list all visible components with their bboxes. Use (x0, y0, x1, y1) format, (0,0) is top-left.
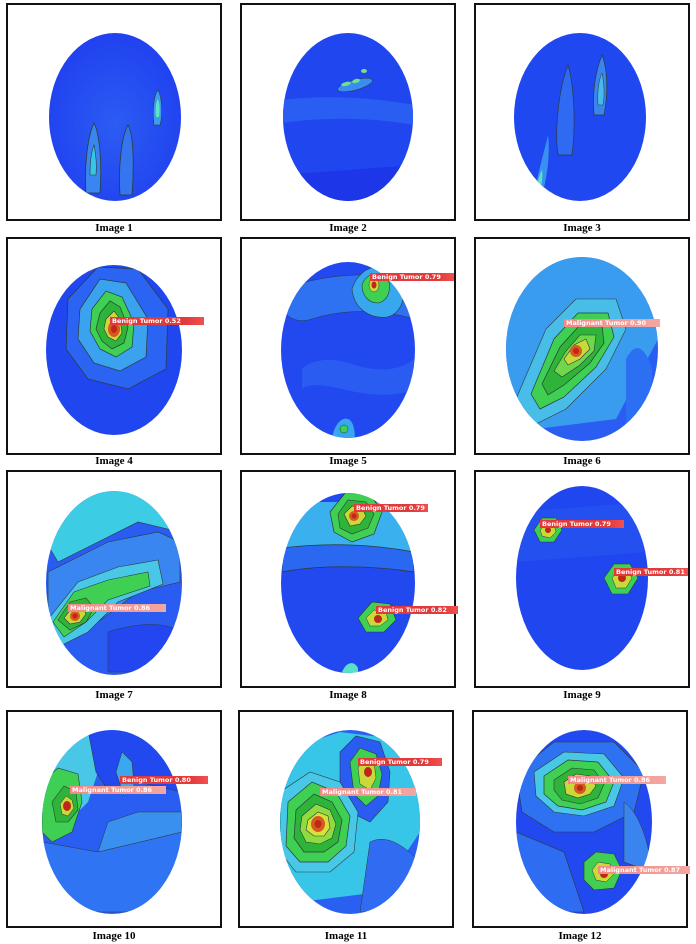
thermal-panel-8: Benign Tumor 0.79 Benign Tumor 0.82 (240, 470, 458, 688)
thermal-map-7 (46, 491, 182, 675)
caption-2: Image 2 (329, 222, 367, 234)
thermal-panel-3 (474, 3, 690, 221)
thermal-map-3 (514, 33, 646, 201)
thermal-map-9 (516, 486, 648, 670)
thermal-panel-10: Benign Tumor 0.80 Malignant Tumor 0.86 (6, 710, 222, 928)
thermal-map-11 (280, 730, 420, 914)
detection-label: Benign Tumor 0.82 (376, 606, 458, 614)
thermal-panel-12: Malignant Tumor 0.86 Malignant Tumor 0.8… (472, 710, 690, 928)
detection-label: Benign Tumor 0.81 (614, 568, 688, 576)
caption-10: Image 10 (92, 930, 136, 942)
detection-label: Benign Tumor 0.79 (540, 520, 624, 528)
caption-4: Image 4 (95, 455, 133, 467)
detection-label: Benign Tumor 0.79 (354, 504, 428, 512)
thermal-panel-4: Benign Tumor 0.52 (6, 237, 222, 455)
detection-label: Benign Tumor 0.79 (358, 758, 442, 766)
caption-8: Image 8 (329, 689, 367, 701)
detection-label: Malignant Tumor 0.86 (68, 604, 166, 612)
detection-label: Malignant Tumor 0.87 (598, 866, 690, 874)
caption-5: Image 5 (329, 455, 367, 467)
thermal-map-2 (283, 33, 413, 201)
detection-label: Benign Tumor 0.79 (370, 273, 454, 281)
caption-6: Image 6 (563, 455, 601, 467)
caption-1: Image 1 (95, 222, 133, 234)
thermal-panel-11: Benign Tumor 0.79 Malignant Tumor 0.81 (238, 710, 454, 928)
thermal-panel-5: Benign Tumor 0.79 (240, 237, 456, 455)
thermal-map-1 (49, 33, 181, 201)
detection-label: Malignant Tumor 0.86 (70, 786, 166, 794)
thermal-panel-6: Malignant Tumor 0.90 (474, 237, 690, 455)
thermal-panel-2 (240, 3, 456, 221)
caption-11: Image 11 (324, 930, 368, 942)
detection-label: Benign Tumor 0.52 (110, 317, 204, 325)
thermal-panel-1 (6, 3, 222, 221)
detection-label: Malignant Tumor 0.81 (320, 788, 416, 796)
caption-12: Image 12 (558, 930, 602, 942)
caption-3: Image 3 (563, 222, 601, 234)
thermal-panel-9: Benign Tumor 0.79 Benign Tumor 0.81 (474, 470, 690, 688)
caption-7: Image 7 (95, 689, 133, 701)
thermal-map-5 (281, 262, 415, 438)
thermal-map-4 (46, 265, 182, 435)
caption-9: Image 9 (563, 689, 601, 701)
detection-label: Malignant Tumor 0.86 (568, 776, 666, 784)
thermal-map-10 (42, 730, 182, 914)
thermal-map-12 (516, 730, 652, 914)
thermal-map-6 (506, 257, 658, 441)
detection-label: Benign Tumor 0.80 (120, 776, 208, 784)
detection-label: Malignant Tumor 0.90 (564, 319, 660, 327)
thermal-panel-7: Malignant Tumor 0.86 (6, 470, 222, 688)
